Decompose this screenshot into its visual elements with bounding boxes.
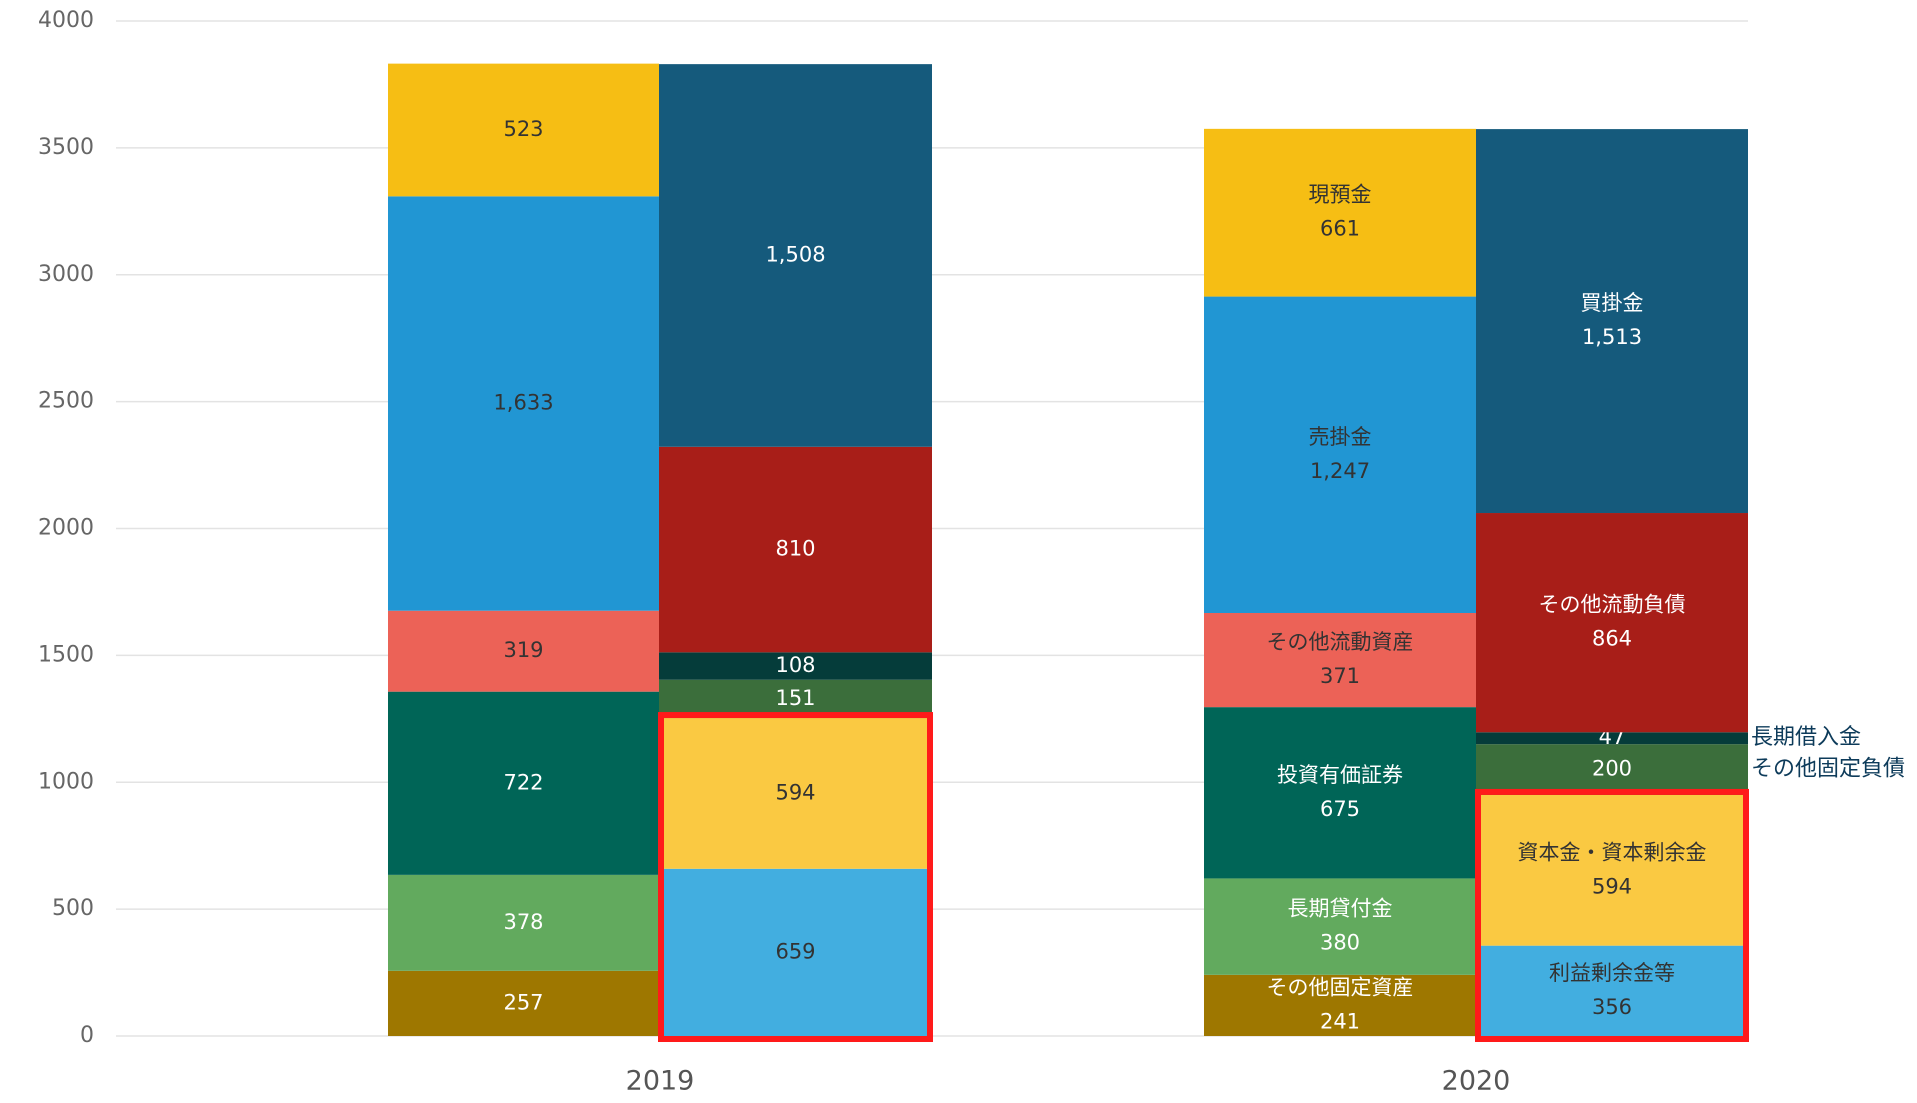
segment-name: 買掛金 [1581,291,1644,315]
data-label: 722 [503,770,543,794]
segment-name: 長期貸付金 [1288,897,1393,921]
y-tick-label: 500 [52,896,94,921]
bar-segment [1204,612,1476,708]
data-label: 1,513 [1582,325,1642,349]
bar-segment [659,64,932,447]
data-label: 356 [1592,995,1632,1019]
bar-segment [1476,794,1748,946]
y-tick-label: 3000 [38,262,94,287]
data-label: 257 [503,990,543,1014]
y-tick-label: 1500 [38,642,94,667]
data-label: 108 [775,653,815,677]
bar-segment [1204,974,1476,1036]
x-tick-label: 2019 [626,1066,695,1097]
y-tick-label: 1000 [38,769,94,794]
highlight-box [658,712,933,1043]
data-label: 675 [1320,797,1360,821]
bar-segment [659,868,932,1036]
segment-name: 長期借入金 [1751,725,1861,750]
bar-segment [659,679,932,719]
segment-name: その他流動負債 [1539,593,1686,617]
data-label: 1,633 [493,391,553,415]
segment-name: 利益剰余金等 [1549,961,1675,985]
data-label: 241 [1320,1009,1360,1033]
bar-segment [1476,513,1748,733]
data-label: 319 [503,638,543,662]
bar-segment [659,652,932,680]
data-label: 594 [1592,874,1632,898]
segment-name: 売掛金 [1309,425,1372,449]
y-tick-label: 4000 [38,8,94,33]
data-label: 661 [1320,217,1360,241]
bar-segment [1204,128,1476,297]
data-label: 378 [503,910,543,934]
segment-name: 投資有価証券 [1277,763,1403,787]
bar-segment [388,874,659,971]
segment-name: その他流動資産 [1267,630,1414,654]
bar-segment [1476,744,1748,795]
bar-segment [388,610,659,692]
data-label: 864 [1592,627,1632,651]
bar-segment [1204,296,1476,613]
y-tick-label: 3500 [38,135,94,160]
bar-segment [388,970,659,1036]
data-label: 200 [1592,757,1632,781]
bar-segment [659,718,932,869]
data-label: 594 [775,780,815,804]
y-tick-label: 2000 [38,516,94,541]
bar-segment [388,63,659,197]
x-tick-label: 2020 [1442,1066,1511,1097]
segment-name: 資本金・資本剰余金 [1518,840,1707,864]
segment-name: その他固定資産 [1267,975,1414,999]
bar-segment [1204,878,1476,975]
data-label: 523 [503,117,543,141]
bar-segment [1476,129,1748,514]
segment-name: その他固定負債 [1751,757,1905,782]
bar-segment [1204,707,1476,879]
data-label: 1,247 [1310,459,1370,483]
highlight-box [1475,788,1749,1042]
bar-segment [388,196,659,611]
bar-segment [388,691,659,875]
data-label: 371 [1320,664,1360,688]
y-tick-label: 2500 [38,389,94,414]
data-label: 1,508 [765,242,825,266]
data-label: 151 [775,686,815,710]
bar-segment [1476,945,1748,1036]
data-label: 659 [775,939,815,963]
data-label: 380 [1320,931,1360,955]
bar-segment [659,446,932,653]
bar-segment [1476,732,1748,745]
y-tick-label: 0 [80,1023,94,1048]
segment-name: 現預金 [1309,183,1372,207]
data-label: 810 [775,537,815,561]
